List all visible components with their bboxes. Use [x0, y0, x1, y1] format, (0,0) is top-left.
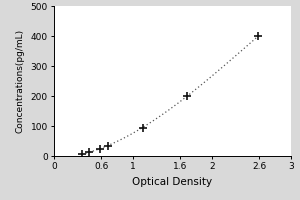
X-axis label: Optical Density: Optical Density	[132, 177, 213, 187]
Y-axis label: Concentrations(pg/mL): Concentrations(pg/mL)	[16, 29, 25, 133]
